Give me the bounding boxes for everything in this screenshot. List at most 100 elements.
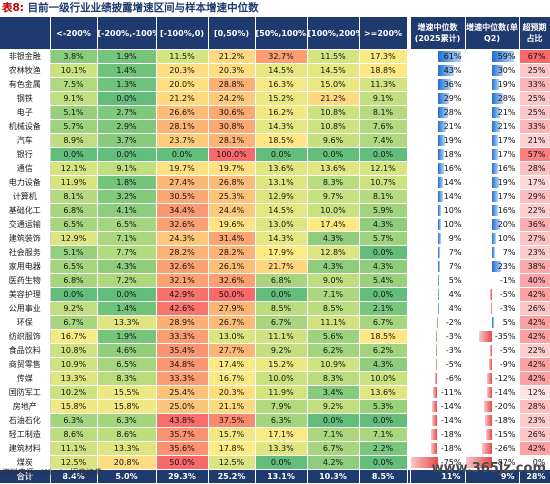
bar-value: 36% [444, 80, 462, 89]
bucket-50-100: 15.2% [255, 92, 307, 106]
bucket-lt-neg200: 0.0% [50, 148, 97, 162]
bar-value: 16% [498, 164, 516, 173]
positive-bar [438, 261, 441, 272]
bucket-lt-neg200: 6.5% [50, 260, 97, 274]
bucket-100-200: 4.3% [307, 260, 359, 274]
median-q2: 20% [465, 218, 519, 232]
bar-value: 4% [449, 304, 462, 313]
median-q2: -15% [465, 428, 519, 442]
bucket-ge200: 5.7% [359, 232, 407, 246]
bar-value: -15% [495, 430, 516, 439]
bucket-ge200: 17.3% [359, 50, 407, 64]
median-cumulative: 4% [410, 288, 465, 302]
header-median-cumulative: 增速中位数(2025累计) [410, 17, 465, 50]
bucket-0-50: 24.2% [208, 92, 255, 106]
median-q2: 17% [465, 134, 519, 148]
bucket-50-100: 14.3% [255, 232, 307, 246]
bucket-50-100: 14.5% [255, 64, 307, 78]
bar-value: -5% [446, 360, 462, 369]
beat-ratio: 25% [519, 106, 550, 120]
bucket-0-50: 17.8% [208, 442, 255, 456]
bucket-neg100-0: 33.3% [156, 372, 208, 386]
bucket-50-100: 0.0% [255, 288, 307, 302]
beat-ratio: 17% [519, 176, 550, 190]
bucket-ge200: 12.1% [359, 162, 407, 176]
bucket-50-100: 7.9% [255, 400, 307, 414]
bucket-neg200-neg100: 3.2% [97, 190, 156, 204]
bucket-lt-neg200: 5.1% [50, 246, 97, 260]
bucket-50-100: 21.7% [255, 260, 307, 274]
industry-name: 食品饮料 [0, 344, 50, 358]
bucket-100-200: 7.1% [307, 428, 359, 442]
median-q2: -5% [465, 288, 519, 302]
bucket-neg200-neg100: 9.1% [97, 162, 156, 176]
bar-value: 29% [444, 94, 462, 103]
negative-bar [432, 415, 437, 426]
bucket-100-200: 14.5% [307, 64, 359, 78]
median-q2: -12% [465, 372, 519, 386]
beat-ratio: 33% [519, 78, 550, 92]
bucket-ge200: 8.1% [359, 190, 407, 204]
bar-value: -26% [495, 444, 516, 453]
industry-name: 计算机 [0, 190, 50, 204]
median-cumulative: 43% [410, 64, 465, 78]
bucket-neg200-neg100: 15.5% [97, 386, 156, 400]
bar-value: -87% [495, 458, 516, 467]
bar-value: 10% [444, 220, 462, 229]
bar-value: 14% [444, 178, 462, 187]
bucket-100-200: 0.0% [307, 148, 359, 162]
bucket-neg200-neg100: 1.3% [97, 78, 156, 92]
median-q2: -18% [465, 414, 519, 428]
bucket-100-200: 10.8% [307, 120, 359, 134]
bucket-0-50: 21.1% [208, 400, 255, 414]
bucket-0-50: 27.7% [208, 344, 255, 358]
median-cumulative: -3% [410, 344, 465, 358]
negative-bar [485, 415, 492, 426]
negative-bar [436, 331, 437, 342]
positive-bar [492, 317, 494, 328]
bar-value: -3% [446, 332, 462, 341]
bar-value: -20% [495, 402, 516, 411]
industry-name: 传媒 [0, 372, 50, 386]
beat-ratio: 38% [519, 260, 550, 274]
bucket-50-100: 17.1% [255, 428, 307, 442]
median-q2: 19% [465, 176, 519, 190]
positive-bar [438, 163, 444, 174]
bucket-ge200: 6.7% [359, 316, 407, 330]
beat-ratio: 25% [519, 92, 550, 106]
bucket-neg100-0: 34.4% [156, 204, 208, 218]
median-cumulative: 10% [410, 204, 465, 218]
median-cumulative: 61% [410, 50, 465, 64]
bar-value: 61% [444, 52, 462, 61]
bucket-neg200-neg100: 0.0% [97, 92, 156, 106]
bucket-0-50: 20.3% [208, 386, 255, 400]
bucket-lt-neg200: 3.8% [50, 50, 97, 64]
beat-ratio: 28% [519, 400, 550, 414]
bar-value: -14% [441, 402, 462, 411]
bucket-lt-neg200: 6.5% [50, 218, 97, 232]
beat-ratio: 42% [519, 442, 550, 456]
median-cumulative: -2% [410, 316, 465, 330]
median-q2: -14% [465, 386, 519, 400]
bucket-100-200: 8.5% [307, 302, 359, 316]
positive-bar [492, 233, 496, 244]
industry-name: 建筑材料 [0, 442, 50, 456]
industry-name: 非银金融 [0, 50, 50, 64]
header-100-200: [100%,200%) [307, 17, 359, 50]
bar-value: -1% [500, 276, 516, 285]
bar-value: 7% [449, 262, 462, 271]
median-cumulative: -6% [410, 372, 465, 386]
bucket-50-100: 8.5% [255, 302, 307, 316]
bucket-neg200-neg100: 2.9% [97, 120, 156, 134]
bucket-0-50: 24.4% [208, 204, 255, 218]
bar-value: 7% [503, 248, 516, 257]
bucket-lt-neg200: 0.0% [50, 288, 97, 302]
bucket-100-200: 9.0% [307, 274, 359, 288]
header-50-100: [50%,100%) [255, 17, 307, 50]
median-q2: 21% [465, 106, 519, 120]
positive-bar [438, 289, 440, 300]
bucket-50-100: 18.5% [255, 134, 307, 148]
median-q2: -26% [465, 442, 519, 456]
